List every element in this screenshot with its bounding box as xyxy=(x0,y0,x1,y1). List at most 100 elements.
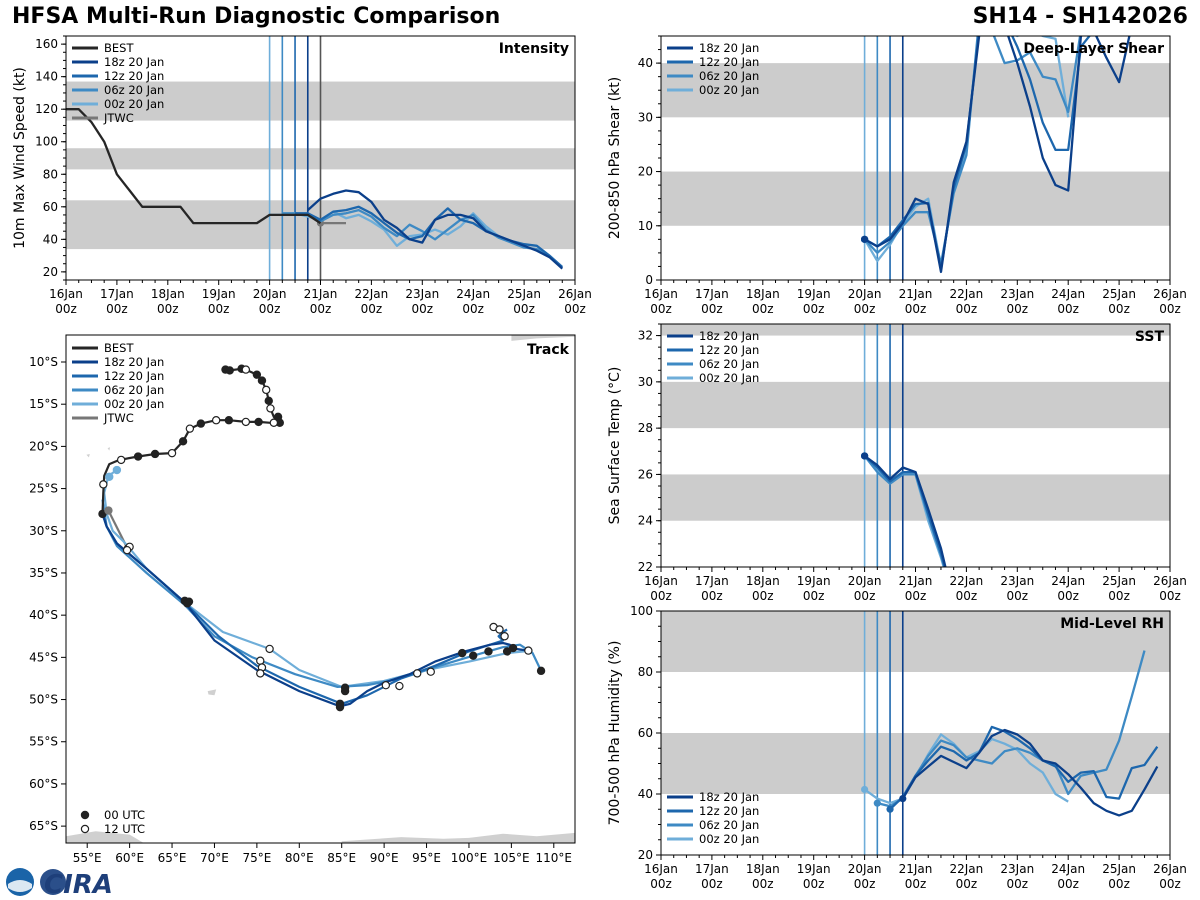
track-forecast-marker xyxy=(265,644,274,654)
sst-xtick-label-line: 00z xyxy=(650,589,672,603)
track-marker-best xyxy=(252,370,262,379)
shear-xtick-label-line: 26Jan xyxy=(1153,287,1187,301)
intensity-xtick-label: 20Jan 00z xyxy=(253,287,287,316)
shear-legend-label: 06z 20 Jan xyxy=(699,69,759,83)
sst-xtick-label-line: 00z xyxy=(1057,589,1079,603)
rh-band-1 xyxy=(661,611,1170,672)
sst-xtick-label-line: 17Jan xyxy=(695,574,729,588)
track-marker-best xyxy=(254,417,263,427)
shear-xtick-label-line: 25Jan xyxy=(1102,287,1136,301)
rh-legend-label: 00z 20 Jan xyxy=(699,832,759,846)
track-marker-best xyxy=(266,404,275,413)
sst-xtick-label-line: 23Jan xyxy=(1000,574,1034,588)
sst-legend-label: 12z 20 Jan xyxy=(699,343,759,357)
track-ytick-label: 25°S xyxy=(29,482,58,496)
shear-ytick-label: 20 xyxy=(638,165,653,179)
rh-xtick-label: 16Jan 00z xyxy=(644,862,678,891)
shear-xtick-label: 25Jan 00z xyxy=(1102,287,1136,316)
track-land-0 xyxy=(66,831,144,843)
sst-ytick-label: 32 xyxy=(638,329,653,343)
shear-legend-label: 00z 20 Jan xyxy=(699,83,759,97)
intensity-xtick-label-line: 24Jan xyxy=(456,287,490,301)
track-marker-best xyxy=(269,418,279,427)
intensity-ytick-label: 20 xyxy=(43,265,58,279)
track-marker-best xyxy=(99,480,108,489)
intensity-ytick-label: 100 xyxy=(35,135,58,149)
shear-title: Deep-Layer Shear xyxy=(1023,41,1164,57)
shear-xtick-label: 24Jan 00z xyxy=(1051,287,1085,316)
sst-xtick-label-line: 00z xyxy=(1159,589,1181,603)
track-marker-best xyxy=(116,455,126,465)
track-axes-frame xyxy=(65,334,576,844)
track-xtick-label: 75°E xyxy=(242,851,271,865)
sst-xtick-label: 23Jan 00z xyxy=(1000,574,1034,603)
intensity-xtick-label-line: 00z xyxy=(208,302,230,316)
intensity-xtick-label-line: 19Jan xyxy=(202,287,236,301)
rh-init-point-run_18z xyxy=(899,794,907,803)
track-panel: 10°S 15°S 20°S 25°S 30°S 35°S 40°S 45°S 50°S 55°S… xyxy=(29,334,576,865)
track-ytick-label: 45°S xyxy=(29,650,58,664)
rh-xtick-label-line: 00z xyxy=(1007,877,1029,891)
shear-xtick-label-line: 00z xyxy=(752,302,774,316)
shear-xtick-label-line: 19Jan xyxy=(797,287,831,301)
rh-xtick-label-line: 00z xyxy=(1159,877,1181,891)
shear-xtick-label-line: 00z xyxy=(1159,302,1181,316)
track-marker-best xyxy=(211,416,221,425)
rh-xtick-label-line: 23Jan xyxy=(1000,862,1034,876)
shear-ytick-label: 0 xyxy=(645,273,653,287)
intensity-legend-label: BEST xyxy=(104,41,134,55)
intensity-xtick-label: 21Jan 00z xyxy=(304,287,338,316)
rh-ytick-label: 40 xyxy=(638,787,653,801)
intensity-xtick-label: 17Jan 00z xyxy=(100,287,134,316)
intensity-xtick-label-line: 00z xyxy=(462,302,484,316)
intensity-title: Intensity xyxy=(499,41,569,57)
sst-plot-area xyxy=(661,324,1170,567)
track-marker-best xyxy=(133,452,143,461)
rh-xtick-label-line: 00z xyxy=(752,877,774,891)
cira-logo-text: CIRA xyxy=(44,870,113,898)
track-forecast-marker xyxy=(524,646,533,655)
rh-xtick-label-line: 22Jan xyxy=(950,862,984,876)
track-forecast-marker xyxy=(500,632,509,641)
storm-id: SH14 - SH142026 xyxy=(972,4,1188,29)
rh-xtick-label-line: 26Jan xyxy=(1153,862,1187,876)
sst-xtick-label: 26Jan 00z xyxy=(1153,574,1187,603)
rh-series-run_12z xyxy=(889,725,1159,811)
sst-xtick-label: 22Jan 00z xyxy=(950,574,984,603)
shear-xtick-label-line: 00z xyxy=(803,302,825,316)
sst-xtick-label-line: 16Jan xyxy=(644,574,678,588)
track-xtick-label: 65°E xyxy=(158,851,187,865)
rh-xtick-label: 22Jan 00z xyxy=(950,862,984,891)
track-marker-run_00z xyxy=(105,472,114,481)
track-xtick-label: 95°E xyxy=(412,851,441,865)
rh-xtick-label-line: 00z xyxy=(1057,877,1079,891)
shear-xtick-label-line: 16Jan xyxy=(644,287,678,301)
track-marker-best xyxy=(225,366,234,375)
intensity-xtick-label-line: 23Jan xyxy=(405,287,439,301)
intensity-xtick-label-line: 25Jan xyxy=(507,287,541,301)
shear-xtick-label-line: 20Jan xyxy=(848,287,882,301)
sst-xtick-label: 16Jan 00z xyxy=(644,574,678,603)
track-xtick-label: 85°E xyxy=(327,851,356,865)
rh-series-run_18z xyxy=(901,728,1159,817)
track-xtick-label: 90°E xyxy=(370,851,399,865)
rh-xtick-label-line: 00z xyxy=(803,877,825,891)
rh-xtick-label: 20Jan 00z xyxy=(848,862,882,891)
shear-legend-label: 18z 20 Jan xyxy=(699,41,759,55)
track-marker-best xyxy=(150,449,160,459)
track-land-1 xyxy=(341,832,575,843)
track-series-run_12z xyxy=(101,513,508,705)
rh-xtick-label-line: 17Jan xyxy=(695,862,729,876)
sst-ylabel: Sea Surface Temp (°C) xyxy=(607,367,623,525)
sst-band-2 xyxy=(661,324,1170,336)
rh-xtick-label: 23Jan 00z xyxy=(1000,862,1034,891)
shear-xtick-label-line: 00z xyxy=(854,302,876,316)
sst-xtick-label: 21Jan 00z xyxy=(899,574,933,603)
rh-ytick-label: 20 xyxy=(638,848,653,862)
shear-xtick-label-line: 00z xyxy=(1007,302,1029,316)
sst-xtick-label-line: 00z xyxy=(1007,589,1029,603)
track-marker-best xyxy=(264,396,273,406)
sst-xtick-label: 20Jan 00z xyxy=(848,574,882,603)
track-marker-best xyxy=(178,437,188,446)
